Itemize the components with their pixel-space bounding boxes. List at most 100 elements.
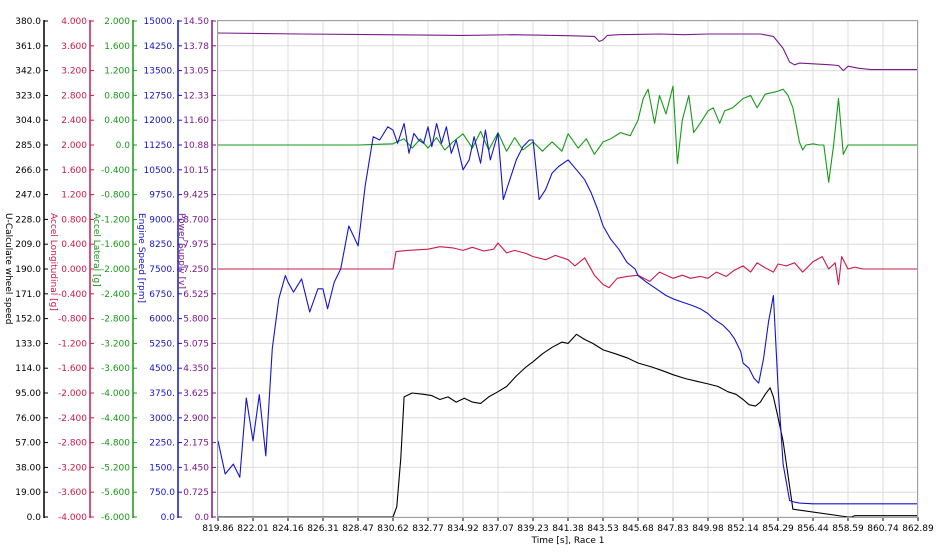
y-axis-long: -4.000 -3.600 -3.200 -2.800 -2.400 -2.000 -1.6… <box>48 17 94 523</box>
y-tick-label: 323.0 <box>15 91 41 101</box>
y-tick-label: 0.0 <box>161 513 176 523</box>
y-tick-label: 11250. <box>144 141 176 151</box>
y-tick-label: 13.78 <box>183 42 209 52</box>
y-tick-label: -0.400 <box>101 166 130 176</box>
y-tick-label: 228.0 <box>15 215 41 225</box>
x-tick-label: 824.16 <box>272 524 304 534</box>
y-tick-label: 3.200 <box>61 67 87 77</box>
y-tick-label: 6.525 <box>183 290 209 300</box>
x-tick-label: 860.74 <box>867 524 899 534</box>
y-tick-label: -3.200 <box>58 463 87 473</box>
y-tick-label: 4.350 <box>183 364 209 374</box>
y-tick-label: -0.400 <box>58 290 87 300</box>
series-line-lat <box>218 85 918 183</box>
x-tick-label: 856.44 <box>797 524 829 534</box>
y-tick-label: 19.00 <box>15 488 41 498</box>
y-tick-label: -1.200 <box>101 215 130 225</box>
y-tick-label: 1.450 <box>183 463 209 473</box>
y-tick-label: 1.600 <box>104 42 130 52</box>
y-tick-label: 12000. <box>144 116 176 126</box>
y-tick-label: 171.0 <box>15 290 41 300</box>
x-tick-label: 843.53 <box>587 524 619 534</box>
x-tick-label: 822.01 <box>237 524 269 534</box>
y-tick-label: 750.0 <box>149 488 175 498</box>
y-tick-label: 209.0 <box>15 240 41 250</box>
y-tick-label: 15000. <box>144 17 176 27</box>
y-tick-label: 8.700 <box>183 215 209 225</box>
y-tick-label: 152.0 <box>15 315 41 325</box>
y-tick-label: 285.0 <box>15 141 41 151</box>
y-tick-label: 6000. <box>149 315 175 325</box>
y-tick-label: 361.0 <box>15 42 41 52</box>
y-tick-label: -4.400 <box>101 414 130 424</box>
y-tick-label: 0.800 <box>104 91 130 101</box>
x-tick-label: 852.14 <box>727 524 759 534</box>
y-tick-label: 342.0 <box>15 67 41 77</box>
x-tick-label: 826.31 <box>307 524 339 534</box>
y-tick-label: -1.200 <box>58 339 87 349</box>
x-tick-label: 854.29 <box>762 524 794 534</box>
y-axis-label: U-Calculate wheel speed <box>3 213 13 324</box>
y-axis-label: Engine Speed [rpm] <box>136 213 146 303</box>
series-line-volt <box>217 32 918 72</box>
y-tick-label: 3750. <box>149 389 175 399</box>
y-tick-label: 57.00 <box>15 439 41 449</box>
y-tick-label: -3.200 <box>101 339 130 349</box>
y-tick-label: -6.000 <box>101 513 130 523</box>
y-tick-label: -2.400 <box>101 290 130 300</box>
y-axis-label: Accel Longitudinal [g] <box>48 213 58 311</box>
y-tick-label: 8250. <box>149 240 175 250</box>
x-tick-label: 839.23 <box>517 524 549 534</box>
y-tick-label: -3.600 <box>58 488 87 498</box>
y-tick-label: 3000. <box>149 414 175 424</box>
x-axis-label: Time [s], Race 1 <box>531 536 605 546</box>
y-tick-label: 13500. <box>144 67 176 77</box>
y-tick-label: -4.800 <box>101 439 130 449</box>
y-tick-label: -2.400 <box>58 414 87 424</box>
x-tick-label: 832.77 <box>412 524 444 534</box>
y-tick-label: 2.900 <box>183 414 209 424</box>
y-axis-speed: 0.0 19.00 38.00 57.00 76.00 95.00 114.0 133.0 15… <box>3 17 48 523</box>
y-tick-label: 2.000 <box>104 17 130 27</box>
y-tick-label: -2.800 <box>58 439 87 449</box>
y-tick-label: 4500. <box>149 364 175 374</box>
y-tick-label: 1.200 <box>61 191 87 201</box>
y-tick-label: -0.800 <box>58 315 87 325</box>
y-tick-label: 12.33 <box>183 91 209 101</box>
y-axis-rpm: 0.0 750.0 1500. 2250. 3000. 3750. 4500. 5250. 60… <box>136 17 182 523</box>
y-tick-label: 14.50 <box>183 17 209 27</box>
y-tick-label: 2.000 <box>61 141 87 151</box>
y-tick-label: 2.800 <box>61 91 87 101</box>
y-tick-label: 95.00 <box>15 389 41 399</box>
y-tick-label: 190.0 <box>15 265 41 275</box>
y-tick-label: -2.800 <box>101 315 130 325</box>
y-tick-label: 10.15 <box>183 166 209 176</box>
x-tick-label: 862.89 <box>902 524 934 534</box>
y-tick-label: -4.000 <box>101 389 130 399</box>
y-tick-label: -2.000 <box>101 265 130 275</box>
y-tick-label: 133.0 <box>15 339 41 349</box>
x-tick-label: 845.68 <box>622 524 654 534</box>
y-tick-label: 10.88 <box>183 141 209 151</box>
x-tick-label: 828.47 <box>342 524 374 534</box>
plot-frame <box>217 20 918 518</box>
y-tick-label: 5.800 <box>183 315 209 325</box>
y-tick-label: 2250. <box>149 439 175 449</box>
y-tick-label: 13.05 <box>183 67 209 77</box>
y-tick-label: 0.400 <box>61 240 87 250</box>
y-tick-label: 0.0 <box>27 513 42 523</box>
y-axes: 0.0 19.00 38.00 57.00 76.00 95.00 114.0 133.0 15… <box>3 17 216 523</box>
y-tick-label: 3.625 <box>183 389 209 399</box>
x-tick-label: 858.59 <box>832 524 864 534</box>
y-tick-label: 380.0 <box>15 17 41 27</box>
series-line-speed <box>218 333 918 518</box>
y-tick-label: 7500. <box>149 265 175 275</box>
y-tick-label: 5.075 <box>183 339 209 349</box>
y-tick-label: 11.60 <box>183 116 209 126</box>
y-tick-label: 266.0 <box>15 166 41 176</box>
y-tick-label: 0.725 <box>183 488 209 498</box>
x-tick-label: 830.62 <box>377 524 409 534</box>
